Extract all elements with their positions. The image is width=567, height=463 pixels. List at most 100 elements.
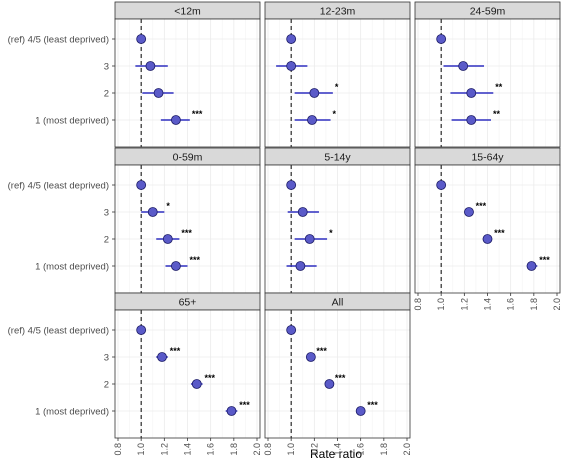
facet-title: All <box>332 297 344 309</box>
point-estimate <box>304 234 315 244</box>
point-estimate <box>309 88 320 98</box>
point-estimate <box>136 325 147 335</box>
point-estimate <box>355 406 366 416</box>
significance-label: ** <box>493 109 501 119</box>
facet-panel: 12-23m * * <box>264 1 411 148</box>
significance-label: * <box>333 109 337 119</box>
facet-panel: <12m *** (ref) 4/5 (least deprived) 3 2 1 (mo… <box>8 1 261 148</box>
point-estimate <box>466 115 477 125</box>
facet-title: 15-64y <box>471 152 504 164</box>
panel-border <box>264 18 411 148</box>
point-estimate <box>153 88 164 98</box>
point-estimate <box>436 180 447 190</box>
x-tick-label: 1.0 <box>286 443 296 456</box>
y-tick-label: 2 <box>104 235 109 246</box>
point-estimate <box>145 61 156 71</box>
x-tick-label: 0.8 <box>263 443 273 456</box>
point-estimate <box>464 207 474 217</box>
x-tick-label: 1.8 <box>529 298 539 311</box>
facet-title: 65+ <box>179 297 197 309</box>
point-estimate <box>162 234 173 244</box>
x-tick-label: 1.0 <box>136 443 146 456</box>
point-estimate <box>286 180 297 190</box>
point-estimate <box>297 207 308 217</box>
point-estimate <box>136 180 147 190</box>
point-estimate <box>286 325 297 335</box>
x-tick-label: 0.8 <box>413 298 423 311</box>
y-tick-label: 3 <box>104 353 109 364</box>
facet-panel: 24-59m ** ** <box>414 1 561 148</box>
x-tick-label: 1.2 <box>309 443 319 456</box>
significance-label: *** <box>494 228 505 238</box>
y-tick-label: (ref) 4/5 (least deprived) <box>8 35 109 46</box>
facet-title: 24-59m <box>470 6 506 18</box>
point-estimate <box>305 352 316 362</box>
significance-label: *** <box>190 255 201 265</box>
significance-label: *** <box>476 201 487 211</box>
x-tick-label: 1.6 <box>356 443 366 456</box>
point-estimate <box>157 352 167 362</box>
facet-panel: All *** *** *** 0.8 1.0 1.2 1.4 1.6 1.8 2.0 <box>263 292 412 456</box>
significance-label: *** <box>316 346 327 356</box>
x-tick-label: 2.0 <box>552 298 562 311</box>
facet-title: 12-23m <box>320 6 356 18</box>
point-estimate <box>286 34 297 44</box>
x-tick-label: 1.8 <box>229 443 239 456</box>
x-tick-label: 1.8 <box>379 443 389 456</box>
x-tick-label: 2.0 <box>402 443 412 456</box>
y-tick-label: 1 (most deprived) <box>35 262 109 273</box>
y-tick-label: 1 (most deprived) <box>35 116 109 127</box>
point-estimate <box>171 261 181 271</box>
x-tick-label: 1.0 <box>436 298 446 311</box>
point-estimate <box>482 234 493 244</box>
facet-panel: 0-59m*******(ref) 4/5 (least deprived)32… <box>8 147 261 294</box>
facet-title: <12m <box>174 6 201 18</box>
significance-label: *** <box>205 373 216 383</box>
y-tick-label: 2 <box>104 380 109 391</box>
point-estimate <box>295 261 306 271</box>
significance-label: *** <box>367 400 378 410</box>
x-tick-label: 1.6 <box>506 298 516 311</box>
panel-border <box>114 18 261 148</box>
point-estimate <box>191 379 202 389</box>
facet-panel: 5-14y * <box>264 147 411 294</box>
point-estimate <box>307 115 317 125</box>
x-tick-label: 1.2 <box>459 298 469 311</box>
significance-label: * <box>329 228 333 238</box>
point-estimate <box>466 88 477 98</box>
point-estimate <box>226 406 237 416</box>
y-tick-label: 1 (most deprived) <box>35 407 109 418</box>
significance-label: *** <box>539 255 550 265</box>
significance-label: *** <box>192 109 203 119</box>
point-estimate <box>324 379 335 389</box>
point-estimate <box>526 261 537 271</box>
y-tick-label: (ref) 4/5 (least deprived) <box>8 181 109 192</box>
significance-label: *** <box>335 373 346 383</box>
point-estimate <box>147 207 158 217</box>
y-tick-label: 3 <box>104 62 109 73</box>
facet-title: 5-14y <box>324 152 351 164</box>
facet-title: 0-59m <box>173 152 203 164</box>
x-tick-label: 1.4 <box>483 298 493 311</box>
significance-label: *** <box>181 228 192 238</box>
significance-label: * <box>166 201 170 211</box>
y-tick-label: 3 <box>104 208 109 219</box>
x-tick-label: 1.6 <box>206 443 216 456</box>
significance-label: * <box>335 82 339 92</box>
x-tick-label: 2.0 <box>252 443 262 456</box>
x-tick-label: 1.4 <box>183 443 193 456</box>
facet-panel: 15-64y *** *** *** 0.8 1.0 1.2 1.4 1.6 1.8 2.0 <box>413 147 562 311</box>
point-estimate <box>136 34 147 44</box>
point-estimate <box>286 61 297 71</box>
x-tick-label: 1.4 <box>333 443 343 456</box>
y-tick-label: 2 <box>104 89 109 100</box>
panel-border <box>414 18 561 148</box>
x-axis-label: Rate ratio <box>310 447 362 461</box>
y-tick-label: (ref) 4/5 (least deprived) <box>8 326 109 337</box>
significance-label: *** <box>239 400 250 410</box>
point-estimate <box>171 115 181 125</box>
point-estimate <box>458 61 469 71</box>
x-tick-label: 1.2 <box>159 443 169 456</box>
significance-label: *** <box>170 346 181 356</box>
